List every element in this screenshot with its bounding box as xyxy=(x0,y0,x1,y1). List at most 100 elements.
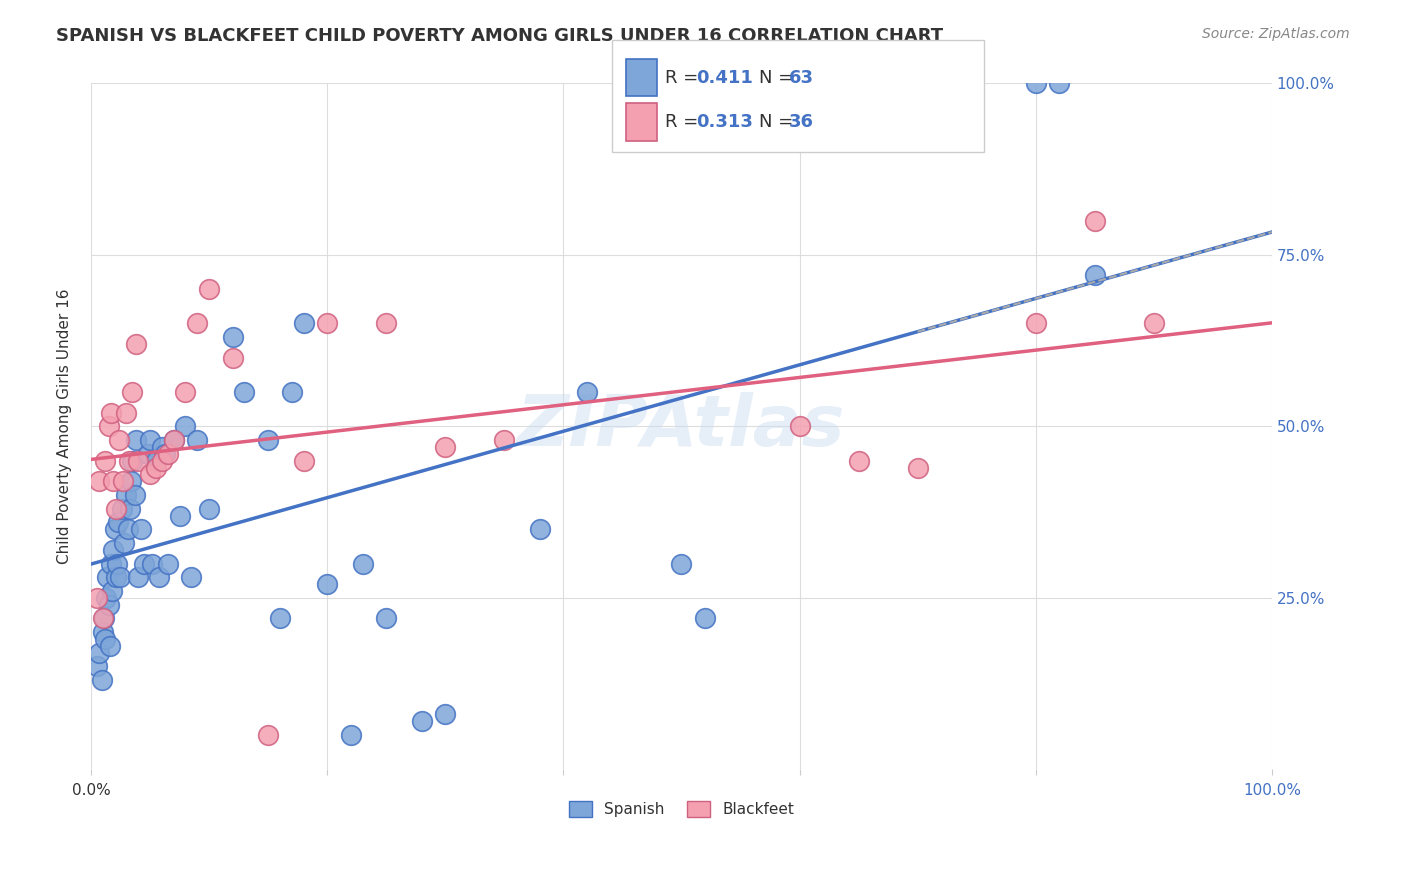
Point xyxy=(125,337,148,351)
Point xyxy=(280,385,302,400)
Point xyxy=(411,714,433,729)
Point xyxy=(96,591,118,605)
Point xyxy=(257,433,280,447)
Point xyxy=(121,385,143,400)
Point xyxy=(97,598,120,612)
Point xyxy=(1025,77,1047,91)
Point xyxy=(103,475,125,489)
Point xyxy=(86,659,108,673)
Point xyxy=(156,557,179,571)
Point xyxy=(94,453,117,467)
Point xyxy=(105,557,128,571)
Point xyxy=(118,453,141,467)
Point xyxy=(221,330,243,344)
Point xyxy=(104,501,127,516)
Point xyxy=(693,611,716,625)
Point xyxy=(107,516,129,530)
Point xyxy=(111,501,134,516)
Text: SPANISH VS BLACKFEET CHILD POVERTY AMONG GIRLS UNDER 16 CORRELATION CHART: SPANISH VS BLACKFEET CHILD POVERTY AMONG… xyxy=(56,27,943,45)
Point xyxy=(174,419,197,434)
Point xyxy=(139,467,162,482)
Point xyxy=(90,673,112,687)
Point xyxy=(162,433,184,447)
Point xyxy=(198,501,221,516)
Point xyxy=(221,351,243,365)
Point xyxy=(316,317,339,331)
Point xyxy=(145,460,167,475)
Point xyxy=(125,433,148,447)
Point xyxy=(124,488,146,502)
Point xyxy=(121,453,143,467)
Point xyxy=(104,570,127,584)
Point xyxy=(129,522,152,536)
Point xyxy=(86,591,108,605)
Point xyxy=(89,475,111,489)
Point xyxy=(150,453,173,467)
Point xyxy=(174,385,197,400)
Point xyxy=(115,406,138,420)
Point xyxy=(101,584,124,599)
Point xyxy=(186,317,208,331)
Point xyxy=(127,570,149,584)
Point xyxy=(103,542,125,557)
Point xyxy=(848,453,870,467)
Point xyxy=(145,453,167,467)
Point xyxy=(575,385,598,400)
Point xyxy=(339,728,361,742)
Point xyxy=(136,447,159,461)
Point xyxy=(97,419,120,434)
Point xyxy=(110,570,132,584)
Point xyxy=(316,577,339,591)
Point xyxy=(180,570,202,584)
Point xyxy=(169,508,191,523)
Point xyxy=(1025,317,1047,331)
Text: 0.313: 0.313 xyxy=(696,113,752,131)
Text: ZIPAtlas: ZIPAtlas xyxy=(517,392,845,461)
Text: N =: N = xyxy=(759,113,799,131)
Point xyxy=(148,570,170,584)
Point xyxy=(91,625,114,640)
Point xyxy=(292,317,315,331)
Point xyxy=(269,611,291,625)
Point xyxy=(292,453,315,467)
Point xyxy=(186,433,208,447)
Point xyxy=(132,557,155,571)
Point xyxy=(352,557,374,571)
Point xyxy=(375,611,398,625)
Point xyxy=(257,728,280,742)
Legend: Spanish, Blackfeet: Spanish, Blackfeet xyxy=(562,795,800,823)
Point xyxy=(1084,268,1107,283)
Point xyxy=(1047,77,1070,91)
Text: R =: R = xyxy=(665,69,704,87)
Point xyxy=(494,433,516,447)
Point xyxy=(375,317,398,331)
Point xyxy=(1143,317,1166,331)
Point xyxy=(233,385,256,400)
Text: 36: 36 xyxy=(789,113,814,131)
Text: 0.0%: 0.0% xyxy=(72,783,110,798)
Point xyxy=(94,632,117,646)
Point xyxy=(100,557,122,571)
Point xyxy=(120,475,142,489)
Point xyxy=(115,488,138,502)
Point xyxy=(156,447,179,461)
Point xyxy=(112,536,135,550)
Point xyxy=(434,707,457,722)
Point xyxy=(103,522,125,536)
Point xyxy=(198,282,221,296)
Point xyxy=(118,501,141,516)
Point xyxy=(91,611,114,625)
Point xyxy=(117,522,139,536)
Point xyxy=(162,433,184,447)
Text: 63: 63 xyxy=(789,69,814,87)
Point xyxy=(789,419,811,434)
Point xyxy=(907,460,929,475)
Point xyxy=(108,433,131,447)
Y-axis label: Child Poverty Among Girls Under 16: Child Poverty Among Girls Under 16 xyxy=(58,289,72,564)
Point xyxy=(434,440,457,454)
Text: N =: N = xyxy=(759,69,799,87)
Text: 100.0%: 100.0% xyxy=(1243,783,1301,798)
Point xyxy=(150,440,173,454)
Point xyxy=(155,447,177,461)
Text: Source: ZipAtlas.com: Source: ZipAtlas.com xyxy=(1202,27,1350,41)
